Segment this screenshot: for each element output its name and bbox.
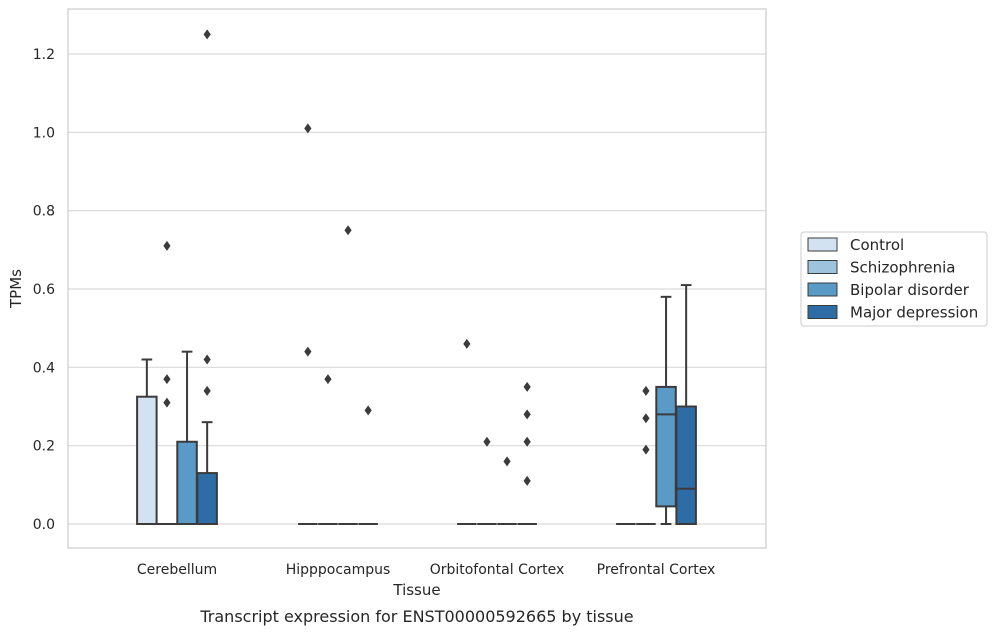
outlier-point xyxy=(642,385,650,396)
x-axis-label: Tissue xyxy=(392,581,440,599)
outlier-point xyxy=(483,436,491,447)
outlier-point xyxy=(523,475,531,486)
box-bipolar-disorder-2 xyxy=(497,456,517,525)
outlier-point xyxy=(203,29,211,40)
y-tick-label: 1.2 xyxy=(33,47,55,63)
x-tick-label: Hipppocampus xyxy=(286,562,391,578)
box-schizophrenia-0 xyxy=(157,240,177,525)
box-major-depression-3 xyxy=(675,284,697,525)
outlier-point xyxy=(163,397,171,408)
outlier-point xyxy=(163,240,171,251)
legend-swatch xyxy=(807,282,838,297)
outlier-point xyxy=(203,354,211,365)
box-bipolar-disorder-1 xyxy=(338,225,358,525)
box xyxy=(675,405,697,525)
box-plot-marks xyxy=(136,29,697,526)
box-bipolar-disorder-3 xyxy=(655,295,677,525)
outlier-point xyxy=(503,456,511,467)
legend-swatch xyxy=(807,260,838,274)
y-tick-label: 0.0 xyxy=(33,517,55,533)
box xyxy=(176,440,198,525)
outlier-point xyxy=(364,405,372,416)
outlier-point xyxy=(163,374,171,385)
box-bipolar-disorder-0 xyxy=(176,350,198,525)
legend-swatch xyxy=(807,305,838,319)
outlier-point xyxy=(304,123,312,134)
x-axis-ticks: Cerebellum Hipppocampus Orbitofontal Corte… xyxy=(137,562,715,578)
y-tick-label: 1.0 xyxy=(33,125,55,141)
box-schizophrenia-3 xyxy=(636,385,656,525)
legend-entry: Schizophrenia xyxy=(850,259,955,277)
y-tick-label: 0.6 xyxy=(33,282,55,298)
y-axis-ticks: 0.0 0.2 0.4 0.6 0.8 1.0 1.2 xyxy=(33,47,55,533)
outlier-point xyxy=(344,225,352,236)
x-tick-label: Cerebellum xyxy=(137,562,217,578)
outlier-point xyxy=(203,385,211,396)
legend-entry: Bipolar disorder xyxy=(850,281,970,299)
y-axis-label: TPMs xyxy=(7,269,25,309)
outlier-point xyxy=(523,436,531,447)
box-control-1 xyxy=(298,123,318,525)
box-major-depression-0 xyxy=(196,29,218,526)
box-control-0 xyxy=(136,358,158,526)
outlier-point xyxy=(463,338,471,349)
x-tick-label: Prefrontal Cortex xyxy=(597,562,716,578)
legend-frame xyxy=(800,231,988,327)
outlier-point xyxy=(324,374,332,385)
box-control-2 xyxy=(457,338,477,525)
box-schizophrenia-1 xyxy=(318,374,338,525)
outlier-point xyxy=(642,444,650,455)
outlier-point xyxy=(304,346,312,357)
chart-caption: Transcript expression for ENST0000059266… xyxy=(199,607,633,626)
plot-frame xyxy=(67,8,767,549)
legend-entry: Major depression xyxy=(850,304,978,322)
y-tick-label: 0.8 xyxy=(33,204,55,220)
box xyxy=(655,385,677,508)
outlier-point xyxy=(523,381,531,392)
legend: Control Schizophrenia Bipolar disorder Majo… xyxy=(800,231,988,327)
box-major-depression-2 xyxy=(517,381,537,525)
outlier-point xyxy=(642,413,650,424)
y-tick-label: 0.2 xyxy=(33,439,55,455)
legend-entry: Control xyxy=(850,236,904,254)
legend-swatch xyxy=(807,237,838,252)
y-tick-label: 0.4 xyxy=(33,360,55,376)
box xyxy=(196,472,218,526)
box-schizophrenia-2 xyxy=(477,436,497,525)
x-tick-label: Orbitofontal Cortex xyxy=(430,562,565,578)
outlier-point xyxy=(523,409,531,420)
box-major-depression-1 xyxy=(358,405,378,525)
box xyxy=(136,395,158,526)
